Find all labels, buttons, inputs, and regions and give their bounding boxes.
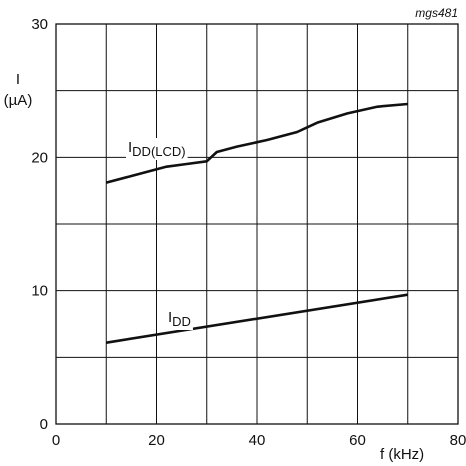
- series-group: [105, 102, 408, 344]
- label-background: [14, 71, 22, 88]
- y-tick-label: 10: [31, 283, 48, 300]
- x-tick-label: 60: [349, 432, 366, 449]
- y-axis-label-symbol: I: [16, 71, 20, 88]
- x-tick-label: 0: [52, 432, 60, 449]
- y-axis-label-unit: (µA): [4, 92, 33, 109]
- grid: [56, 24, 458, 424]
- series-label-idd-lcd-subscript: DD(LCD): [132, 144, 185, 159]
- series-line-idd-lcd: [105, 102, 408, 184]
- y-tick-label: 20: [31, 149, 48, 166]
- x-tick-label: 20: [148, 432, 165, 449]
- x-tick-label: 80: [450, 432, 466, 449]
- label-background: [2, 92, 34, 109]
- x-axis-label: f (kHz): [380, 446, 424, 463]
- label-background: [126, 138, 188, 160]
- series-label-idd-main: I: [168, 309, 172, 326]
- tick-labels: 0 20 40 60 80 0 10 20 30: [31, 16, 466, 449]
- series-label-idd: IDD: [168, 309, 191, 329]
- series-label-idd-subscript: DD: [172, 314, 191, 329]
- label-background: [166, 308, 193, 330]
- x-tick-label: 40: [249, 432, 266, 449]
- series-line-idd: [106, 293, 408, 344]
- y-tick-label: 30: [31, 16, 48, 33]
- series-label-idd-lcd: IDD(LCD): [128, 139, 186, 159]
- figure-id: mgs481: [415, 6, 458, 20]
- y-tick-label: 0: [40, 416, 48, 433]
- series-label-idd-lcd-main: I: [128, 139, 132, 156]
- plot-frame: [55, 23, 459, 425]
